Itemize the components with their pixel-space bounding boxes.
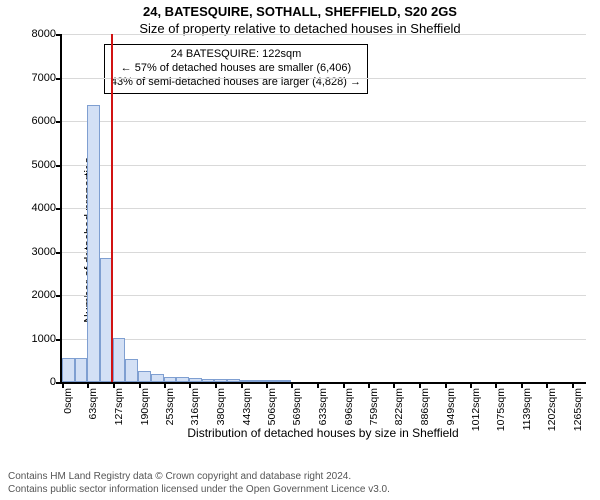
grid-line — [62, 165, 586, 166]
y-tick-mark — [56, 252, 62, 254]
plot-area: 24 BATESQUIRE: 122sqm ← 57% of detached … — [60, 34, 586, 384]
x-tick-label: 253sqm — [164, 388, 176, 425]
y-tick-label: 5000 — [32, 159, 56, 171]
histogram-bar — [87, 105, 100, 382]
y-tick-label: 7000 — [32, 72, 56, 84]
histogram-bar — [151, 374, 164, 382]
grid-line — [62, 34, 586, 35]
x-tick-label: 380sqm — [215, 388, 227, 425]
grid-line — [62, 121, 586, 122]
x-tick-label: 1265sqm — [572, 388, 584, 431]
chart-container: Number of detached properties 24 BATESQU… — [0, 40, 600, 440]
y-tick-mark — [56, 165, 62, 167]
histogram-bar — [62, 358, 75, 382]
y-tick-mark — [56, 339, 62, 341]
grid-line — [62, 295, 586, 296]
annotation-line-1: 24 BATESQUIRE: 122sqm — [111, 48, 361, 62]
x-tick-label: 569sqm — [291, 388, 303, 425]
y-tick-mark — [56, 78, 62, 80]
x-tick-label: 1012sqm — [470, 388, 482, 431]
x-tick-label: 949sqm — [445, 388, 457, 425]
x-tick-label: 127sqm — [113, 388, 125, 425]
grid-line — [62, 252, 586, 253]
x-tick-label: 1139sqm — [521, 388, 533, 430]
histogram-bar — [125, 359, 138, 382]
x-tick-label: 316sqm — [189, 388, 201, 425]
annotation-line-2: ← 57% of detached houses are smaller (6,… — [111, 62, 361, 76]
x-tick-label: 1075sqm — [495, 388, 507, 431]
y-tick-mark — [56, 295, 62, 297]
grid-line — [62, 208, 586, 209]
histogram-bar — [252, 380, 265, 382]
histogram-bar — [138, 371, 151, 382]
y-tick-label: 0 — [50, 376, 56, 388]
x-axis-label: Distribution of detached houses by size … — [60, 426, 586, 440]
grid-line — [62, 339, 586, 340]
x-tick-label: 759sqm — [368, 388, 380, 425]
x-tick-label: 696sqm — [343, 388, 355, 425]
footer-attribution: Contains HM Land Registry data © Crown c… — [8, 471, 390, 496]
y-tick-mark — [56, 208, 62, 210]
y-tick-mark — [56, 34, 62, 36]
y-tick-label: 8000 — [32, 28, 56, 40]
x-tick-label: 886sqm — [419, 388, 431, 425]
histogram-bar — [278, 380, 291, 382]
x-tick-label: 190sqm — [139, 388, 151, 425]
x-tick-label: 1202sqm — [546, 388, 558, 431]
y-tick-label: 4000 — [32, 202, 56, 214]
y-tick-label: 2000 — [32, 289, 56, 301]
y-tick-mark — [56, 121, 62, 123]
y-tick-label: 6000 — [32, 115, 56, 127]
grid-line — [62, 78, 586, 79]
histogram-bar — [176, 377, 189, 382]
histogram-bar — [227, 379, 240, 382]
x-tick-label: 63sqm — [87, 388, 99, 420]
x-tick-label: 443sqm — [241, 388, 253, 425]
annotation-box: 24 BATESQUIRE: 122sqm ← 57% of detached … — [104, 44, 368, 93]
x-tick-label: 0sqm — [62, 388, 74, 414]
y-tick-label: 3000 — [32, 246, 56, 258]
footer-line-2: Contains public sector information licen… — [8, 484, 390, 497]
histogram-bar — [75, 358, 88, 382]
x-tick-label: 633sqm — [317, 388, 329, 425]
histogram-bar — [113, 338, 126, 382]
x-tick-label: 506sqm — [266, 388, 278, 425]
footer-line-1: Contains HM Land Registry data © Crown c… — [8, 471, 390, 484]
histogram-bar — [202, 379, 215, 382]
page-title: 24, BATESQUIRE, SOTHALL, SHEFFIELD, S20 … — [0, 4, 600, 19]
y-tick-label: 1000 — [32, 333, 56, 345]
property-marker-line — [111, 34, 113, 382]
x-tick-label: 822sqm — [393, 388, 405, 425]
